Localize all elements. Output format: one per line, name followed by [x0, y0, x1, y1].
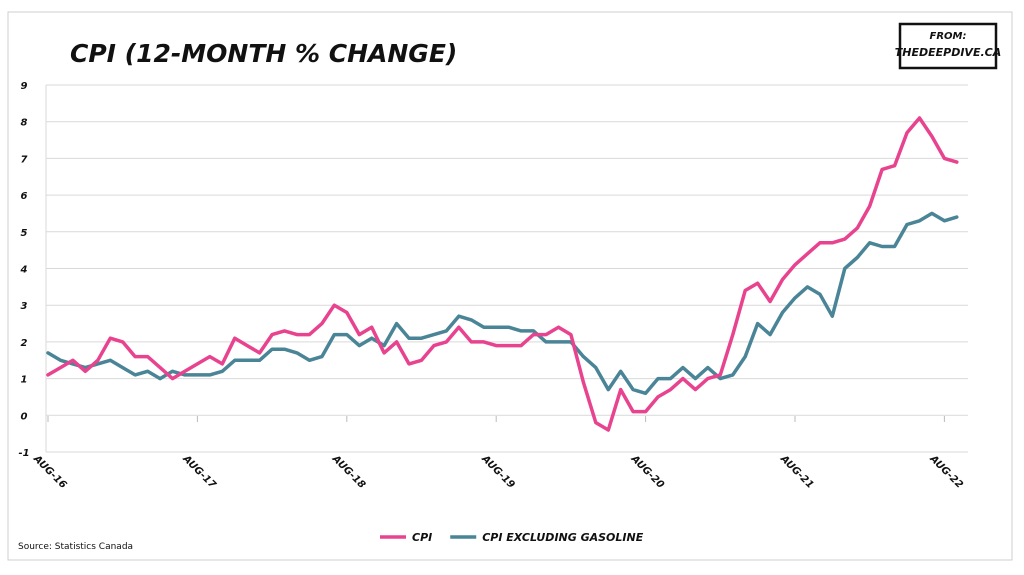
credit-label: FROM:: [930, 31, 967, 42]
y-tick-label: 7: [21, 154, 28, 165]
y-tick-label: 8: [21, 118, 28, 129]
credit-box: [898, 22, 998, 70]
y-tick-label: 0: [21, 411, 28, 422]
y-tick-label: -1: [18, 448, 29, 459]
y-tick-label: 2: [21, 338, 28, 349]
chart-title: CPI (12-MONTH % CHANGE): [70, 39, 457, 68]
frame: [7, 11, 1013, 561]
y-tick-label: 4: [20, 265, 28, 276]
y-tick-label: 1: [21, 375, 28, 386]
y-tick-label: 9: [21, 81, 28, 92]
legend-label: CPI EXCLUDING GASOLINE: [482, 531, 643, 544]
source: Source: Statistics Canada: [18, 542, 133, 552]
y-tick-label: 3: [21, 301, 28, 312]
series-line: [46, 211, 959, 396]
credit-site: THEDEEPDIVE.CA: [895, 46, 1001, 59]
y-tick-label: 6: [21, 191, 28, 202]
y-tick-label: 5: [21, 228, 28, 239]
legend-label: CPI: [412, 531, 432, 544]
series-line: [46, 116, 959, 432]
